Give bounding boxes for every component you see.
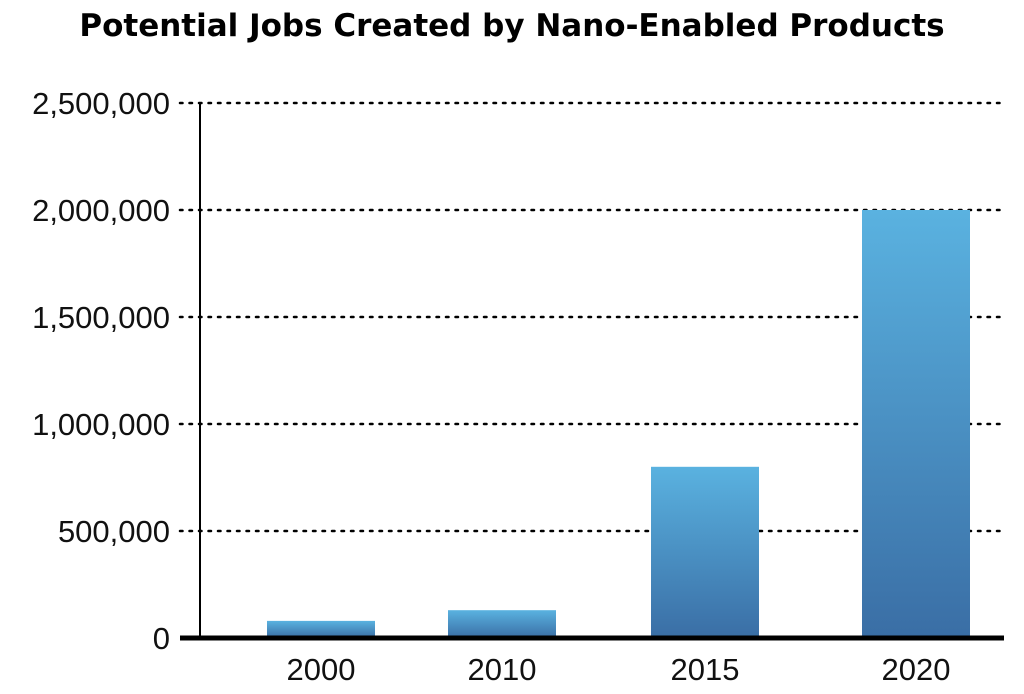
- bar-2010: [448, 610, 556, 638]
- y-tick-label: 500,000: [58, 514, 170, 549]
- chart-title: Potential Jobs Created by Nano-Enabled P…: [79, 8, 944, 44]
- x-tick-label-2010: 2010: [468, 652, 537, 687]
- y-tick-labels: 0 500,000 1,000,000 1,500,000 2,000,000 2,500…: [32, 86, 170, 656]
- bar-2015: [651, 466, 759, 638]
- bar-2020: [862, 210, 970, 638]
- axes: [180, 103, 1004, 641]
- x-tick-label-2020: 2020: [882, 652, 951, 687]
- x-tick-label-2000: 2000: [287, 652, 356, 687]
- x-tick-label-2015: 2015: [671, 652, 740, 687]
- y-tick-label: 0: [153, 621, 170, 656]
- bar-2000: [267, 620, 375, 638]
- x-tick-labels: 2000 2010 2015 2020: [287, 652, 951, 687]
- y-tick-label: 2,000,000: [32, 193, 170, 228]
- bars: [267, 210, 970, 638]
- y-tick-label: 2,500,000: [32, 86, 170, 121]
- y-tick-label: 1,000,000: [32, 407, 170, 442]
- y-tick-label: 1,500,000: [32, 300, 170, 335]
